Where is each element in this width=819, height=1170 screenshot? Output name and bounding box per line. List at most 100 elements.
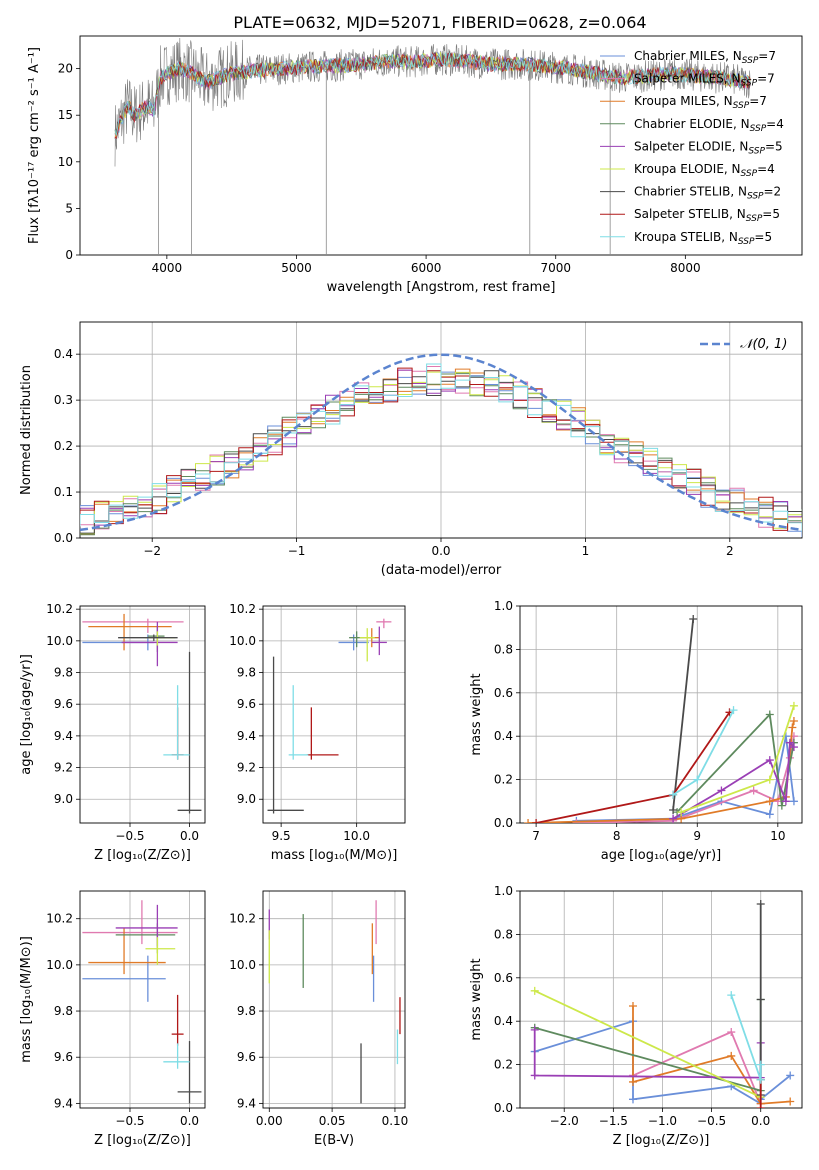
y-tick-label: 9.0 [54, 792, 73, 806]
data-point [785, 738, 794, 747]
y-tick-label: 9.2 [54, 761, 73, 775]
y-tick-label: 1.0 [494, 599, 513, 613]
x-tick-label: 9.5 [272, 829, 291, 843]
data-point [749, 786, 758, 795]
data-point [530, 986, 539, 995]
x-tick-label: 0.00 [256, 1114, 283, 1128]
model-line [114, 52, 751, 136]
x-tick-label: 1 [582, 544, 590, 558]
data-point [689, 615, 698, 624]
data-point [669, 790, 678, 799]
residuals-axes: −2 −1 0.0 1 2 0.0 0.1 0.2 0.3 0.4 (data-model)/err… [19, 321, 803, 578]
plot-frame [519, 890, 803, 1109]
data-point [789, 743, 798, 752]
x-tick-label: 8 [613, 829, 621, 843]
legend-eq: =5 [765, 139, 783, 153]
y-tick-label: 0.2 [494, 773, 513, 787]
data-point [756, 900, 765, 909]
x-tick-label: 5000 [281, 261, 312, 275]
data-point [727, 1028, 736, 1037]
series-line [535, 711, 731, 823]
data-point [765, 797, 774, 806]
legend-label: Kroupa STELIB, NSSP=5 [634, 230, 772, 247]
x-tick-label: 0.05 [319, 1114, 346, 1128]
x-tick-label: 0.10 [382, 1114, 409, 1128]
legend-sub: SSP [733, 101, 750, 111]
data-point [756, 1075, 765, 1084]
y-tick-label: 10.0 [229, 634, 256, 648]
x-tick-label: −2 [143, 544, 161, 558]
x-tick-label: 10 [770, 829, 785, 843]
y-tick-label: 1.0 [494, 884, 513, 898]
legend-text: Kroupa ELODIE, N [634, 162, 741, 176]
x-axis-label: Z [log₁₀(Z/Z⊙)] [613, 1133, 710, 1148]
y-tick-label: 0.0 [494, 816, 513, 830]
y-tick-label: 10.0 [229, 958, 256, 972]
residual-histograms [80, 353, 802, 538]
normal-reference-curve [80, 353, 802, 532]
legend-sub: SSP [750, 124, 767, 134]
data-point [765, 756, 774, 765]
series-line [672, 618, 695, 811]
legend-eq: =4 [757, 162, 775, 176]
x-tick-label: 2 [726, 544, 734, 558]
x-tick-label: 0.0 [180, 829, 199, 843]
plot-frame [79, 321, 803, 539]
data-point [628, 1002, 637, 1011]
y-tick-label: 0.0 [494, 1101, 513, 1115]
y-axis-label: mass weight [469, 673, 484, 755]
legend-label: Chabrier MILES, NSSP=7 [634, 49, 776, 66]
legend-label: Kroupa MILES, NSSP=7 [634, 94, 767, 111]
y-tick-label: 10.2 [46, 912, 73, 926]
x-tick-label: −1 [288, 544, 306, 558]
data-point [765, 775, 774, 784]
legend-sub: SSP [748, 146, 765, 156]
data-point [756, 995, 765, 1004]
y-tick-label: 9.8 [54, 1004, 73, 1018]
x-tick-label: 7000 [540, 261, 571, 275]
data-point [628, 1077, 637, 1086]
y-tick-label: 0.3 [54, 393, 73, 407]
data-point [572, 819, 581, 823]
plot-frame [79, 35, 803, 256]
x-tick-label: −0.5 [697, 1114, 726, 1128]
x-tick-label: 0.0 [431, 544, 450, 558]
y-tick-label: 0.6 [494, 971, 513, 985]
data-point [524, 819, 533, 823]
legend-label: Kroupa ELODIE, NSSP=4 [634, 162, 775, 179]
age-vs-Z-errorbars [82, 613, 202, 814]
y-tick-label: 15 [58, 108, 73, 122]
x-tick-label: 7 [532, 829, 540, 843]
data-point [729, 706, 738, 715]
plot-frame [79, 605, 206, 824]
y-tick-label: 9.8 [54, 666, 73, 680]
legend-sub: SSP [746, 214, 763, 224]
legend-text: Chabrier MILES, N [634, 49, 742, 63]
data-point [677, 808, 686, 817]
x-axis-label: wavelength [Angstrom, rest frame] [327, 280, 556, 295]
plot-area: 4000 5000 6000 7000 8000 0 5 10 15 20 wavelength [… [19, 35, 803, 1148]
y-tick-label: 10.0 [46, 634, 73, 648]
histogram-series [80, 363, 802, 532]
legend-eq: =7 [749, 94, 767, 108]
legend-label: Chabrier STELIB, NSSP=2 [634, 185, 781, 202]
legend-text: Kroupa STELIB, N [634, 230, 738, 244]
data-point [786, 1071, 795, 1080]
data-point [532, 819, 541, 823]
x-axis-label: age [log₁₀(age/yr)] [601, 848, 722, 863]
x-axis-label: Z [log₁₀(Z/Z⊙)] [94, 1133, 191, 1148]
data-point [756, 1060, 765, 1069]
data-point [727, 991, 736, 1000]
x-tick-label: 0.0 [180, 1114, 199, 1128]
x-tick-label: 4000 [152, 261, 183, 275]
legend-text: Chabrier ELODIE, N [634, 117, 750, 131]
y-axis-label: Flux [fλ10⁻¹⁷ erg cm⁻² s⁻¹ A⁻¹] [27, 47, 42, 244]
data-point [717, 786, 726, 795]
spectrum-axes: 4000 5000 6000 7000 8000 0 5 10 15 20 wavelength [… [27, 35, 803, 295]
legend-eq: =5 [762, 207, 780, 221]
x-tick-label: 0.0 [751, 1114, 770, 1128]
y-tick-label: 0.8 [494, 642, 513, 656]
y-tick-label: 5 [65, 201, 73, 215]
plot-frame [519, 605, 803, 824]
